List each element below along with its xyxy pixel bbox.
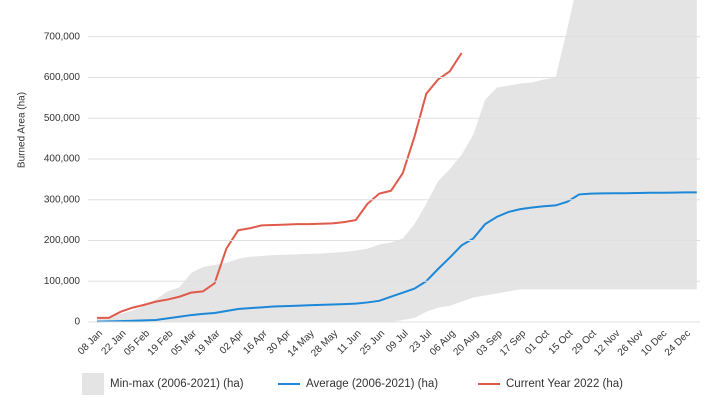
x-tick-label: 19 Mar (193, 328, 223, 358)
y-tick-label: 400,000 (44, 154, 81, 165)
legend-swatch (82, 373, 104, 395)
x-tick-label: 02 Apr (218, 328, 247, 357)
y-tick-label: 600,000 (44, 72, 81, 83)
x-tick-label: 17 Sep (498, 328, 528, 358)
x-tick-label: 24 Dec (663, 328, 693, 358)
y-axis-title: Burned Area (ha) (17, 92, 28, 168)
series-line (96, 191, 697, 323)
series-line (97, 52, 463, 319)
y-tick-label: 500,000 (44, 113, 81, 124)
minmax-band (97, 0, 697, 322)
x-tick-label: 11 Jun (335, 328, 363, 356)
x-tick-label: 15 Oct (547, 328, 576, 357)
x-tick-label: 01 Oct (523, 328, 552, 357)
y-tick-label: 100,000 (44, 276, 81, 287)
plot-area (96, 0, 697, 323)
x-tick-label: 25 Jun (358, 328, 387, 357)
legend-label: Min-max (2006-2021) (ha) (110, 378, 244, 390)
x-tick-label: 28 May (309, 328, 340, 359)
x-tick-label: 08 Jan (76, 328, 105, 357)
legend-label: Average (2006-2021) (ha) (306, 378, 438, 390)
x-tick-label: 09 Jul (384, 328, 411, 355)
x-tick-label: 06 Aug (428, 328, 458, 358)
y-tick-label: 700,000 (44, 31, 81, 42)
y-tick-label: 0 (74, 317, 80, 328)
y-tick-label: 200,000 (44, 235, 81, 246)
y-tick-label: 300,000 (44, 194, 81, 205)
x-tick-label: 16 Apr (241, 328, 270, 357)
legend-label: Current Year 2022 (ha) (506, 378, 623, 390)
